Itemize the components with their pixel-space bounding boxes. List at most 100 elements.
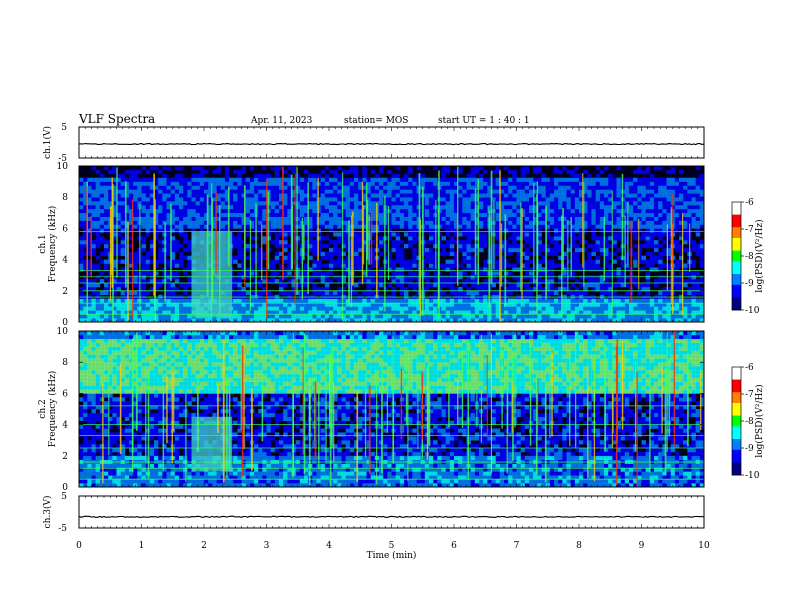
spectrogram-cell [349,197,355,202]
spectrogram-cell [183,216,188,221]
spectrogram-cell [645,212,651,217]
spectrogram-cell [654,197,659,202]
spectrogram-cell [179,255,184,260]
spectrogram-cell [158,205,163,210]
spectrogram-cell [424,197,430,202]
spectrogram-cell [274,220,280,225]
spectrogram-cell [566,205,571,210]
spectrogram-cell [641,298,646,303]
spectrogram-cell [279,267,284,272]
spectrogram-cell [524,236,530,241]
spectrogram-cell [470,310,476,315]
spectrogram-cell [87,259,92,264]
spectrogram-cell [604,189,609,194]
spectrogram-cell [458,224,463,229]
spectrogram-cell [595,314,601,319]
spectrogram-cell [445,224,451,229]
spectrogram-cell [137,169,142,175]
spectrogram-cell [554,197,559,202]
spectrogram-cell [345,232,351,237]
spectrogram-cell [645,224,651,229]
spectrogram-cell [95,275,101,280]
spectrogram-cell [183,185,188,190]
spectrogram-cell [404,244,409,249]
spectrogram-cell [633,244,638,249]
spectrogram-cell [516,232,521,237]
spectrogram-cell [249,185,255,190]
spectrogram-cell [345,169,351,175]
spectrogram-cell [362,177,367,182]
spectrogram-cell [216,193,221,198]
spectrogram-cell [541,279,546,284]
spectrogram-cell [216,169,221,175]
spectrogram-cell [516,201,521,206]
spectrogram-cell [495,232,501,237]
spectrogram-cell [674,201,680,206]
spectrogram-cell [391,302,396,307]
spectrogram-cell [354,201,359,206]
spectrogram-cell [99,306,105,311]
spectrogram-cell [91,244,96,249]
spectrogram-cell [341,251,346,256]
spectrogram-cell [329,298,334,303]
spectrogram-cell [516,208,521,214]
spectrogram-cell [491,302,496,307]
spectrogram-cell [91,247,96,253]
spectrogram-cell [208,189,213,194]
spectrogram-cell [499,181,505,186]
spectrogram-cell [533,279,538,284]
spectrogram-cell [554,185,559,190]
spectrogram-cell [479,216,484,221]
spectrogram-cell [395,224,401,229]
spectrogram-cell [91,197,96,202]
spectrogram-cell [124,220,130,225]
spectrogram-cell [483,236,488,241]
spectrogram-cell [604,290,609,295]
spectrogram-cell [116,177,121,182]
spectrogram-cell [316,298,321,303]
spectrogram-cell [133,181,138,186]
spectrogram-cell [637,185,642,190]
spectrogram-cell [674,181,680,186]
spectrogram-cell [399,201,405,206]
spectrogram-cell [279,208,284,214]
spectrogram-cell [366,205,371,210]
spectrogram-cell [483,205,488,210]
spectrogram-cell [254,185,259,190]
spectrogram-cell [516,193,521,198]
spectrogram-cell [683,212,688,217]
spectrogram-cell [329,310,334,315]
spectrogram-cell [662,302,667,307]
spectrogram-cell [537,251,542,256]
spectrogram-cell [391,173,396,178]
spectrogram-cell [662,185,667,190]
spectrogram-cell [370,251,376,256]
spectrogram-cell [316,314,321,319]
spectrogram-cell [637,251,642,256]
spectrogram-cell [470,189,476,194]
spectrogram-cell [129,220,134,225]
spectrogram-cell [691,263,696,268]
spectrogram-cell [79,181,84,186]
spectrogram-cell [416,306,421,311]
spectrogram-cell [658,208,663,214]
spectrogram-cell [691,275,696,280]
spectrogram-cell [483,286,488,292]
spectrogram-cell [287,302,292,307]
spectrogram-cell [491,314,496,319]
spectrogram-cell [145,259,151,264]
spectrogram-cell [129,275,134,280]
spectrogram-cell [287,201,292,206]
spectrogram-cell [154,201,159,206]
spectrogram-cell [633,193,638,198]
spectrogram-cell [262,318,267,323]
spectrogram-cell [520,201,526,206]
spectrogram-cell [370,298,376,303]
spectrogram-cell [520,173,526,178]
spectrogram-cell [449,224,455,229]
spectrogram-cell [508,244,513,249]
spectrogram-cell [520,302,526,307]
spectrogram-cell [641,259,646,264]
spectrogram-cell [141,185,146,190]
spectrogram-cell [645,169,651,175]
